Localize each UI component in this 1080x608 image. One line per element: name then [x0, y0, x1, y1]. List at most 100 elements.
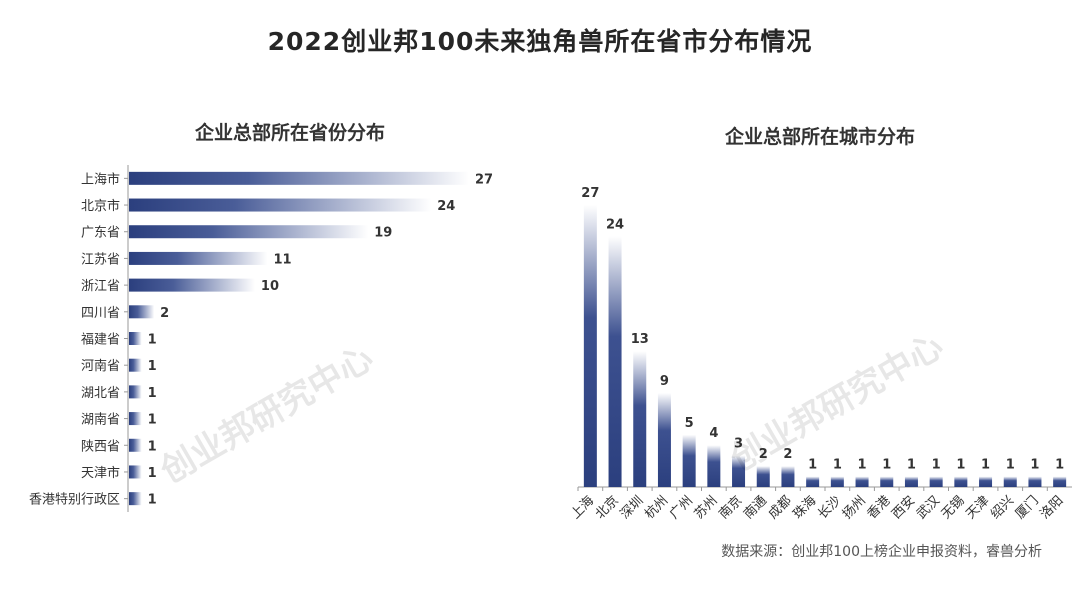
- province-value-label: 1: [148, 439, 157, 454]
- province-tick-label: 上海市: [81, 171, 120, 187]
- city-tick-label: 无锡: [939, 493, 968, 522]
- province-tick-label: 天津市: [81, 465, 120, 481]
- city-tick-label: 珠海: [790, 493, 819, 522]
- province-value-label: 11: [274, 252, 292, 267]
- page-title: 2022创业邦100未来独角兽所在省市分布情况: [267, 27, 813, 56]
- province-tick-label: 广东省: [81, 226, 120, 241]
- city-bar: [756, 466, 770, 487]
- city-value-label: 1: [808, 458, 817, 473]
- city-bar: [633, 351, 647, 487]
- province-bar: [129, 332, 142, 345]
- city-bar: [657, 393, 671, 487]
- province-value-label: 1: [148, 466, 157, 481]
- province-tick-label: 四川省: [81, 306, 120, 321]
- city-bar: [904, 476, 918, 487]
- data-source-note: 数据来源：创业邦100上榜企业申报资料，睿兽分析: [721, 544, 1042, 560]
- city-value-label: 1: [932, 458, 941, 473]
- city-value-label: 1: [833, 458, 842, 473]
- city-bar: [880, 476, 894, 487]
- province-bar: [129, 251, 268, 265]
- city-bar: [855, 476, 869, 487]
- city-tick-label: 杭州: [642, 493, 671, 522]
- city-tick-label: 苏州: [691, 493, 721, 523]
- city-tick-label: 北京: [593, 493, 622, 522]
- city-bar: [954, 476, 968, 487]
- city-tick-label: 广州: [667, 493, 696, 522]
- province-bar: [129, 278, 255, 292]
- province-value-label: 1: [148, 413, 157, 428]
- province-bar: [129, 171, 469, 185]
- city-value-label: 1: [858, 458, 867, 473]
- city-tick-label: 武汉: [914, 493, 943, 522]
- province-tick-label: 湖南省: [81, 412, 120, 428]
- city-tick-label: 西安: [889, 493, 918, 522]
- city-bar: [608, 236, 622, 487]
- city-value-label: 2: [783, 447, 792, 462]
- city-value-label: 1: [1030, 458, 1039, 473]
- city-tick-label: 香港: [865, 493, 894, 522]
- province-value-label: 2: [160, 306, 169, 321]
- province-value-label: 24: [437, 199, 455, 214]
- city-bar: [1028, 476, 1042, 487]
- province-tick-label: 福建省: [81, 333, 120, 348]
- city-bar: [806, 476, 820, 487]
- city-bar: [830, 476, 844, 487]
- province-bar: [129, 225, 369, 239]
- province-chart-title: 企业总部所在省份分布: [194, 122, 385, 144]
- city-bar: [929, 476, 943, 487]
- city-tick-label: 厦门: [1013, 493, 1042, 522]
- city-bar: [583, 205, 597, 487]
- province-value-label: 10: [261, 279, 279, 294]
- city-tick-label: 深圳: [618, 493, 647, 522]
- province-tick-label: 香港特别行政区: [29, 493, 120, 508]
- province-value-label: 1: [148, 493, 157, 508]
- city-value-label: 1: [882, 458, 891, 473]
- city-value-label: 3: [734, 437, 743, 452]
- province-value-label: 1: [148, 333, 157, 348]
- city-tick-label: 扬州: [840, 493, 869, 522]
- city-value-label: 1: [907, 458, 916, 473]
- city-tick-label: 绍兴: [988, 493, 1017, 522]
- city-tick-label: 洛阳: [1037, 493, 1066, 522]
- province-tick-label: 湖北省: [81, 386, 120, 401]
- city-value-label: 9: [660, 374, 669, 389]
- city-bar: [1053, 476, 1067, 487]
- province-bar: [129, 305, 155, 319]
- city-chart-title: 企业总部所在城市分布: [724, 126, 915, 148]
- province-bar: [129, 358, 142, 372]
- city-tick-label: 上海: [568, 493, 597, 522]
- province-bar: [129, 198, 432, 212]
- city-tick-label: 天津: [963, 493, 992, 522]
- city-bar: [1003, 476, 1017, 487]
- city-value-label: 1: [956, 458, 965, 473]
- city-tick-label: 长沙: [815, 493, 844, 522]
- city-value-label: 5: [685, 416, 694, 431]
- city-value-label: 4: [709, 426, 718, 441]
- city-value-label: 2: [759, 447, 768, 462]
- city-tick-label: 南通: [740, 493, 770, 523]
- city-value-label: 1: [1006, 458, 1015, 473]
- province-bar: [129, 412, 142, 426]
- city-bar: [732, 455, 746, 487]
- city-value-label: 24: [606, 217, 624, 232]
- city-bar: [781, 466, 795, 487]
- city-bar-chart: 27 上海 24 北京 13 深圳 9 杭州 5 广州 4 苏州 3 南京 2 南通 2 成都 1 珠海 1 长沙 1 扬州 1…: [568, 186, 1072, 522]
- province-tick-label: 河南省: [81, 358, 120, 374]
- city-value-label: 1: [1055, 458, 1064, 473]
- province-tick-label: 江苏省: [81, 251, 120, 267]
- province-value-label: 1: [148, 359, 157, 374]
- province-value-label: 27: [475, 172, 493, 187]
- province-bar: [129, 438, 142, 452]
- city-bar: [979, 476, 993, 487]
- city-value-label: 1: [981, 458, 990, 473]
- province-tick-label: 北京市: [81, 198, 120, 214]
- province-value-label: 1: [148, 386, 157, 401]
- city-tick-label: 成都: [766, 493, 795, 522]
- province-bar: [129, 465, 142, 479]
- city-bar: [707, 445, 721, 487]
- province-bar: [129, 385, 142, 399]
- city-value-label: 27: [581, 186, 599, 201]
- city-bar: [682, 434, 696, 487]
